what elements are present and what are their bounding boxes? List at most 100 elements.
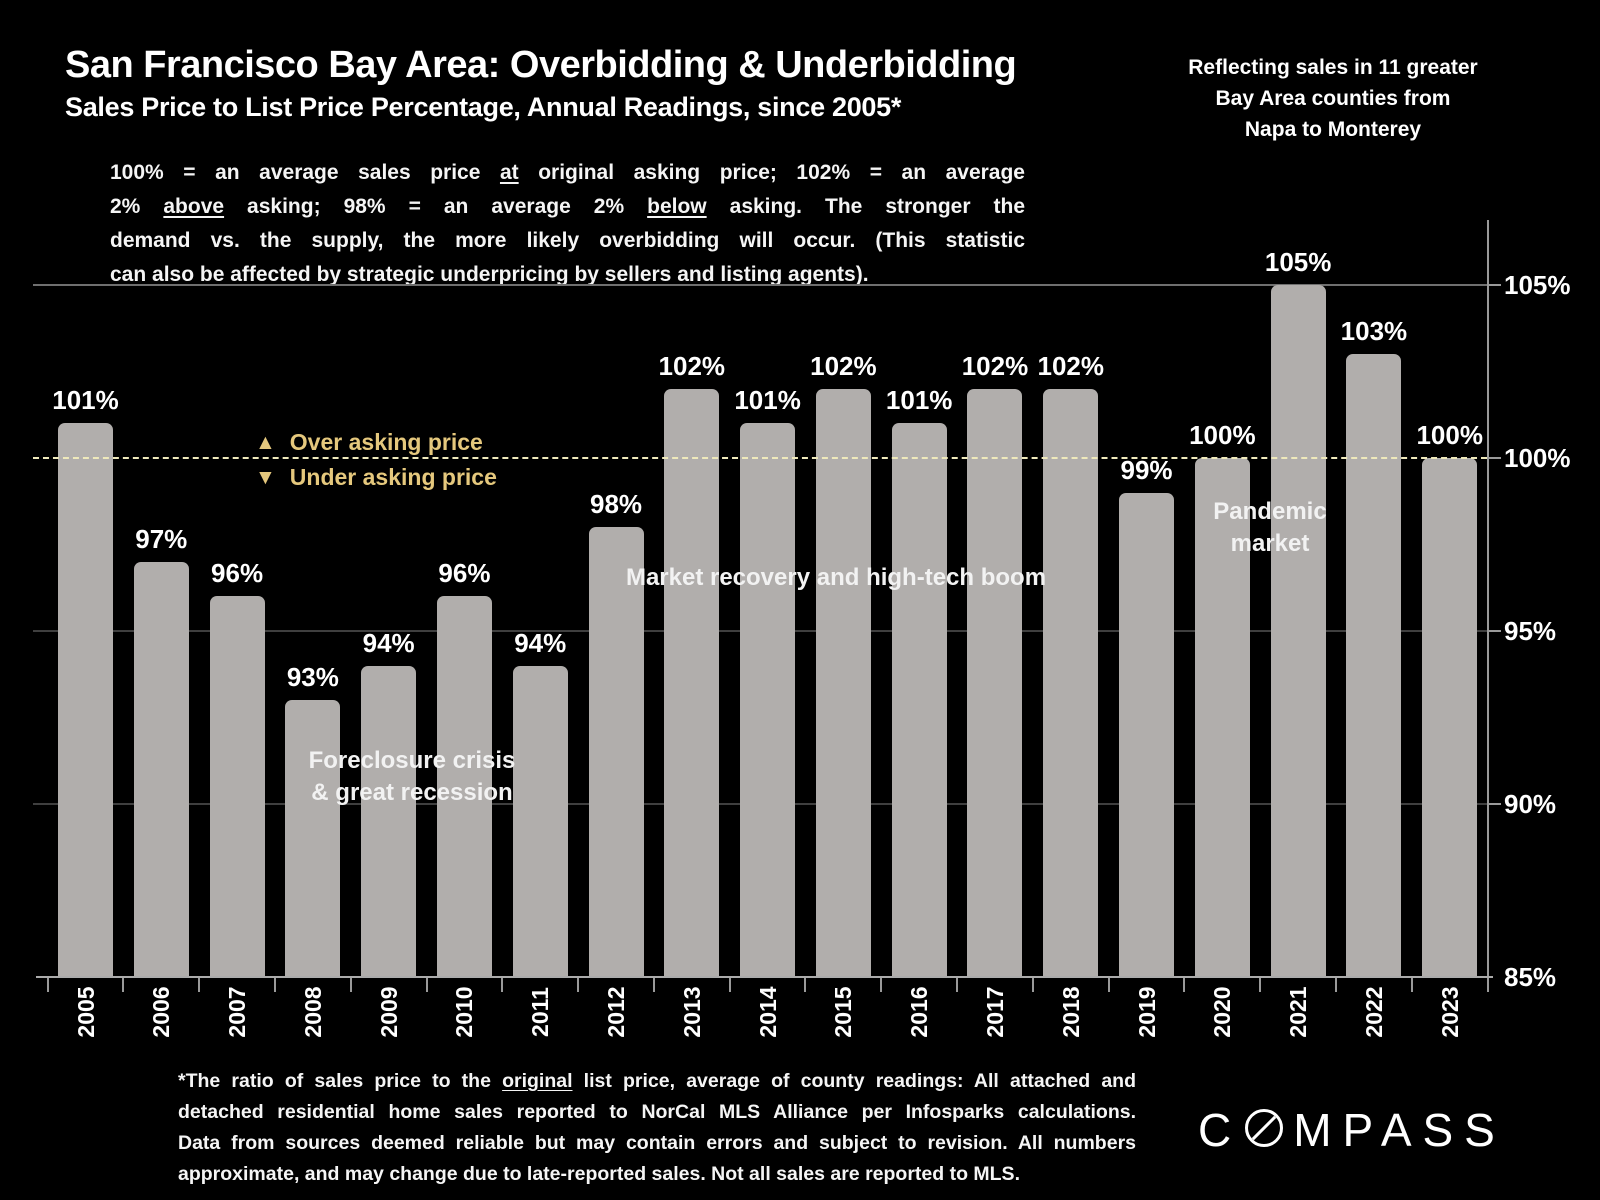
bar-value-label: 105%	[1264, 247, 1332, 277]
underlined-text: original	[502, 1070, 573, 1092]
text-segment: demand vs. the supply, the more likely o…	[110, 229, 1025, 252]
annotation-line: Market recovery and high-tech boom	[625, 564, 1047, 591]
x-axis-tick	[122, 977, 125, 992]
bar-value-label: 103%	[1340, 316, 1408, 347]
x-axis-tick	[198, 977, 201, 992]
y-axis-tick	[1487, 457, 1501, 459]
text-segment: original asking price; 102% = an average	[518, 161, 1025, 184]
underlined-text: above	[163, 195, 225, 218]
annotation-foreclosure: Foreclosure crisis & great recession	[212, 745, 612, 809]
annotation-line: Foreclosure crisis	[308, 747, 516, 774]
x-axis-label-2019: 2019	[1133, 986, 1160, 1038]
x-axis-tick	[1031, 977, 1034, 992]
x-axis-label-2022: 2022	[1360, 986, 1387, 1038]
text-segment: 2%	[110, 195, 164, 218]
x-axis-tick	[1335, 977, 1338, 992]
x-axis-label-2014: 2014	[754, 986, 781, 1038]
annotation-line: market	[1230, 530, 1310, 557]
text-segment: asking. The stronger the	[706, 195, 1026, 218]
gridline-105	[33, 284, 1487, 286]
intro-paragraph: 100% = an average sales price at origina…	[110, 156, 1025, 292]
annotation-line: Pandemic	[1213, 498, 1327, 525]
bar-2017	[967, 388, 1023, 977]
text-segment: 100% = an average sales price	[110, 161, 500, 184]
x-axis-label-2010: 2010	[451, 986, 478, 1038]
reference-line-100pct	[33, 457, 1487, 459]
x-axis-tick	[804, 977, 807, 992]
bar-2013	[664, 388, 720, 977]
y-axis-tick	[1487, 630, 1501, 632]
x-axis-tick	[501, 977, 504, 992]
bar-value-label: 101%	[52, 385, 119, 416]
logo-letter-c: C	[1198, 1104, 1243, 1156]
coverage-note: Reflecting sales in 11 greater Bay Area …	[1148, 52, 1518, 145]
y-axis-label: 90%	[1504, 789, 1557, 819]
bar-value-label: 94%	[362, 627, 415, 658]
x-axis-label-2011: 2011	[527, 987, 554, 1037]
bar-2020	[1194, 458, 1250, 977]
x-axis-label-2018: 2018	[1057, 986, 1084, 1038]
legend-label-over: Over asking price	[289, 428, 483, 455]
y-axis-tick	[1487, 803, 1501, 805]
bar-value-label: 98%	[589, 489, 643, 520]
bar-2021	[1270, 285, 1326, 977]
bar-2022	[1346, 354, 1402, 977]
x-axis-tick	[349, 977, 352, 992]
text-line: Data from sources deemed reliable but ma…	[178, 1128, 1136, 1159]
x-axis-tick	[652, 977, 655, 992]
x-axis-label-2016: 2016	[906, 986, 933, 1038]
page-title: San Francisco Bay Area: Overbidding & Un…	[65, 44, 1017, 86]
x-axis-label-2021: 2021	[1285, 986, 1312, 1038]
x-axis-label-2005: 2005	[72, 986, 99, 1038]
text-segment: asking; 98% = an average 2%	[224, 195, 648, 218]
bar-value-label: 102%	[810, 350, 877, 381]
legend-label-under: Under asking price	[289, 463, 497, 490]
coverage-note-line: Napa to Monterey	[1244, 118, 1422, 141]
bar-2007	[209, 596, 265, 977]
page-subtitle: Sales Price to List Price Percentage, An…	[65, 92, 902, 122]
bar-value-label: 100%	[1189, 420, 1256, 450]
compass-needle-o-icon	[1243, 1107, 1285, 1154]
legend-over-asking: ▲ Over asking price	[255, 426, 483, 458]
text-segment: list price, average of county readings: …	[572, 1070, 1137, 1092]
triangle-up-icon: ▲	[255, 430, 276, 454]
x-axis-label-2015: 2015	[830, 986, 857, 1038]
text-line: 2% above asking; 98% = an average 2% bel…	[110, 190, 1025, 224]
bar-value-label: 99%	[1120, 454, 1173, 485]
footnote: *The ratio of sales price to the origina…	[178, 1066, 1136, 1190]
x-axis-label-2020: 2020	[1209, 986, 1236, 1038]
bar-2015	[815, 388, 871, 977]
bar-2012	[588, 527, 644, 977]
y-axis-label: 100%	[1504, 443, 1571, 473]
x-axis-label-2012: 2012	[603, 986, 630, 1038]
bar-value-label: 93%	[286, 662, 339, 693]
underlined-text: below	[647, 195, 707, 218]
x-axis-label-2013: 2013	[678, 986, 705, 1038]
x-axis-tick	[728, 977, 731, 992]
legend-under-asking: ▼ Under asking price	[255, 461, 497, 493]
bar-2008	[285, 700, 341, 977]
bar-2016	[891, 423, 947, 977]
bar-value-label: 102%	[1037, 350, 1105, 381]
text-segment: approximate, and may change due to late-…	[178, 1163, 1020, 1185]
bar-2009	[361, 665, 417, 977]
text-line: demand vs. the supply, the more likely o…	[110, 224, 1025, 258]
bar-value-label: 102%	[961, 350, 1029, 381]
x-axis-tick	[1183, 977, 1186, 992]
text-segment: detached residential home sales reported…	[178, 1101, 1136, 1123]
x-axis-tick	[46, 977, 49, 992]
annotation-line: & great recession	[311, 779, 513, 806]
text-segment: *The ratio of sales price to the	[178, 1070, 503, 1092]
bar-2005	[58, 423, 113, 977]
coverage-note-line: Reflecting sales in 11 greater	[1188, 56, 1478, 79]
x-axis-tick	[1410, 977, 1413, 992]
bar-value-label: 101%	[885, 385, 953, 416]
y-axis-label: 85%	[1504, 962, 1557, 992]
bar-value-label: 96%	[438, 558, 491, 589]
bar-2011	[512, 665, 568, 977]
bar-2023	[1422, 458, 1478, 977]
triangle-down-icon: ▼	[255, 465, 276, 489]
bar-value-label: 100%	[1416, 420, 1483, 450]
x-axis-label-2023: 2023	[1436, 986, 1463, 1038]
